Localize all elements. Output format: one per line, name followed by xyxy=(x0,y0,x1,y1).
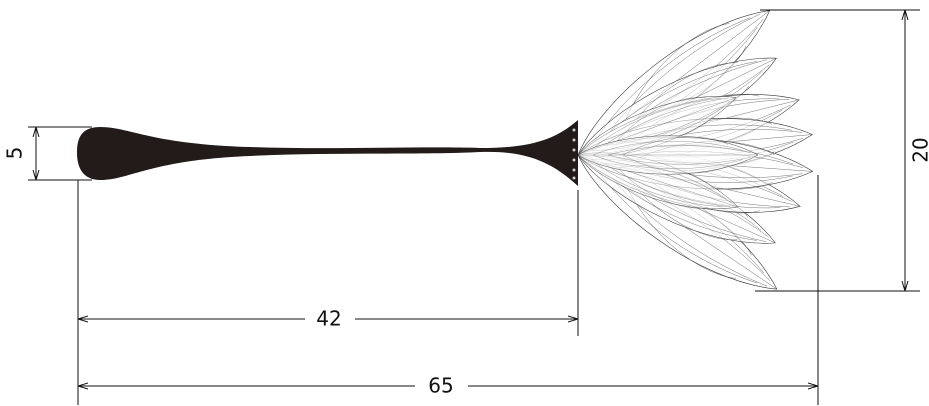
head-height-label: 5 xyxy=(3,147,27,160)
feather-height-label: 20 xyxy=(909,137,929,162)
total-length-label: 65 xyxy=(428,374,453,398)
dimension-lines xyxy=(28,9,920,405)
feathers xyxy=(562,0,815,311)
ferrule-dots xyxy=(572,128,576,180)
handle-length-label: 42 xyxy=(316,307,341,331)
handle xyxy=(77,120,578,186)
